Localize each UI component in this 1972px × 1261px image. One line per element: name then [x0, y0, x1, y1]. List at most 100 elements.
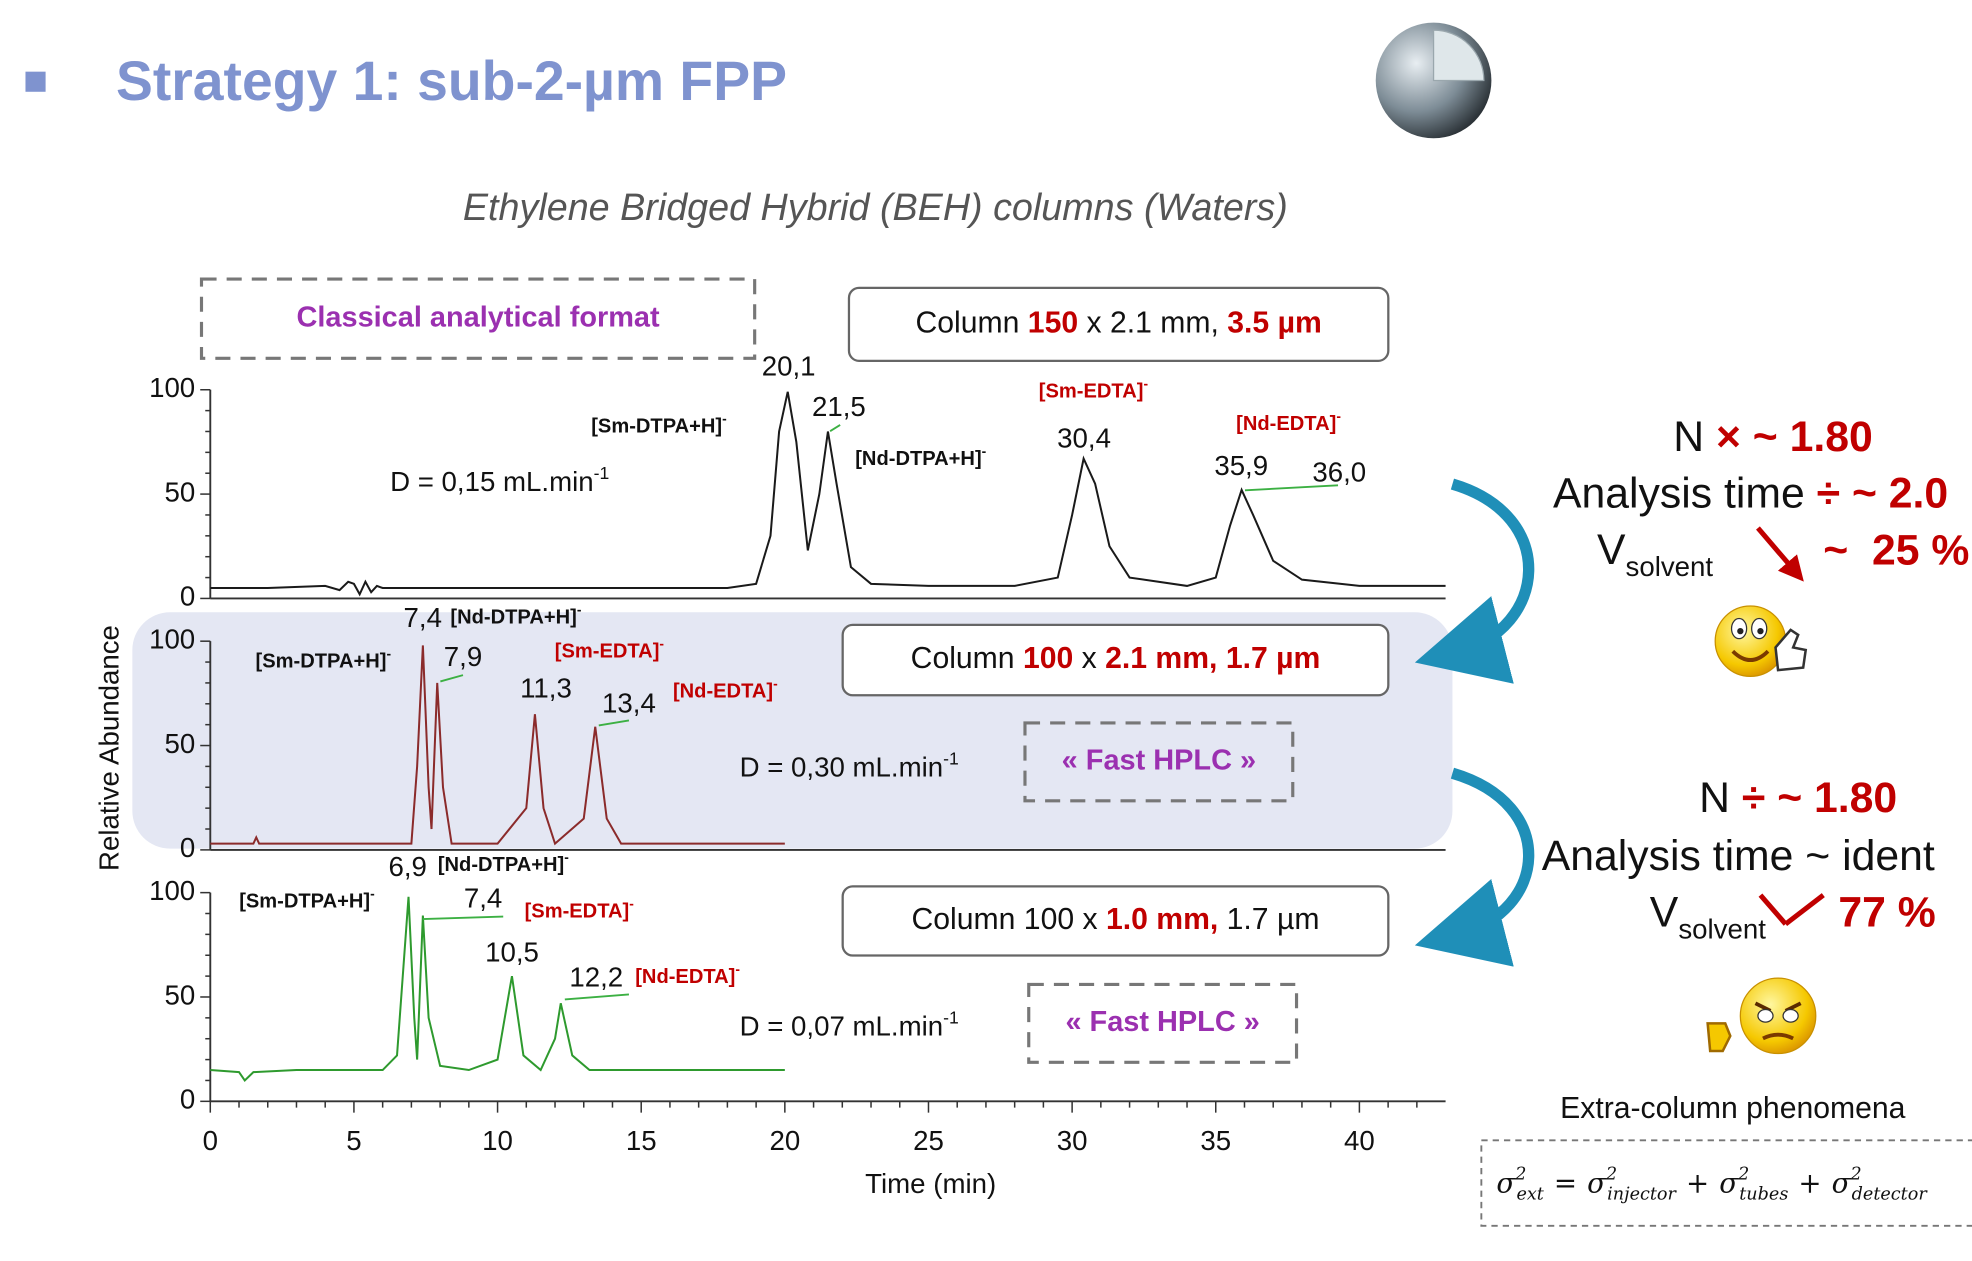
title: Strategy 1: sub-2-µm FPP — [116, 50, 787, 112]
peak-label: 7,4 — [464, 882, 502, 913]
result-v: Vsolvent — [1597, 526, 1713, 582]
ion-label: [Sm-DTPA+H]- — [239, 885, 375, 913]
flow-exponent: -1 — [594, 463, 610, 483]
format-label: Classical analytical format — [297, 301, 660, 333]
flow-exponent: -1 — [943, 1007, 959, 1027]
subscript: tubes — [1739, 1184, 1788, 1204]
peak-label: 36,0 — [1312, 456, 1366, 487]
subscript: injector — [1607, 1184, 1677, 1204]
x-tick-label: 30 — [1057, 1125, 1088, 1156]
column-part: 150 — [1028, 306, 1078, 339]
column-spec: Column 150 x 2.1 mm, 3.5 µm — [916, 306, 1322, 339]
column-part: 100 — [1023, 642, 1073, 675]
ion-name: [Nd-DTPA+H] — [855, 448, 981, 470]
x-tick-label: 15 — [626, 1125, 657, 1156]
formula-box — [1480, 1139, 1972, 1227]
x-axis-label: Time (min) — [865, 1168, 996, 1199]
y-tick-label: 100 — [149, 875, 195, 906]
result-block: N ÷ ~ 1.80 Analysis time ~ ident Vsolven… — [1542, 774, 1936, 1055]
ion-charge: - — [1336, 408, 1341, 424]
change: ÷ ~ 1.80 — [1742, 774, 1897, 822]
format-label: « Fast HPLC » — [1065, 1006, 1259, 1038]
ion-name: [Sm-DTPA+H] — [239, 891, 370, 913]
ion-charge: - — [982, 443, 987, 459]
ion-name: [Nd-EDTA] — [635, 966, 735, 988]
superscript: 2 — [1605, 1164, 1617, 1184]
leader — [598, 719, 630, 727]
trace — [210, 896, 785, 1083]
y-axis-label: Relative Abundance — [93, 625, 124, 871]
subscript: solvent — [1626, 551, 1714, 582]
ion-label: [Sm-DTPA+H]- — [256, 645, 392, 673]
x-tick-label: 20 — [769, 1125, 800, 1156]
emoji — [1706, 977, 1817, 1055]
column-part: Column 100 x — [912, 903, 1106, 936]
change: ÷ ~ 2.0 — [1817, 470, 1949, 518]
ion-name: [Sm-DTPA+H] — [256, 651, 387, 673]
x-tick-label: 10 — [482, 1125, 513, 1156]
ion-charge: - — [370, 885, 375, 901]
decrease-arrow — [1784, 893, 1825, 927]
y-tick-label: 0 — [180, 1084, 195, 1115]
trace — [210, 645, 785, 846]
x-tick-label: 0 — [203, 1125, 218, 1156]
peak-label: 12,2 — [569, 962, 623, 993]
label: Analysis time — [1553, 470, 1817, 518]
result-time: Analysis time ÷ ~ 2.0 — [1553, 470, 1948, 518]
change: ~ 25 % — [1823, 526, 1969, 574]
ion-label: [Sm-EDTA]- — [525, 895, 635, 923]
flow-rate: D = 0,07 mL.min-1 — [740, 1007, 959, 1042]
column-box — [847, 286, 1390, 362]
column-part: 1.7 µm — [1218, 903, 1319, 936]
operator: + — [1686, 1166, 1709, 1199]
operator: = — [1554, 1166, 1577, 1199]
flow-text: D = 0,15 mL.min — [390, 466, 594, 497]
peak-label: 20,1 — [762, 351, 816, 382]
ion-charge: - — [629, 895, 634, 911]
ion-name: [Nd-DTPA+H] — [450, 607, 576, 629]
label: V — [1650, 889, 1679, 937]
peak-label: 6,9 — [388, 851, 426, 882]
ion-name: [Nd-EDTA] — [1236, 413, 1336, 435]
bullet — [25, 71, 46, 92]
column-part: x — [1073, 642, 1105, 675]
leader — [829, 424, 841, 433]
superscript: 2 — [1850, 1164, 1862, 1184]
flow-rate: D = 0,15 mL.min-1 — [390, 463, 609, 498]
column-part: 1.0 mm, — [1106, 903, 1218, 936]
leader — [422, 915, 504, 920]
extra-column-title: Extra-column phenomena — [1560, 1092, 1906, 1125]
arrow — [1414, 767, 1535, 967]
subscript: detector — [1852, 1184, 1929, 1204]
peak-label: 30,4 — [1057, 422, 1111, 453]
ion-charge: - — [577, 601, 582, 617]
ion-name: [Sm-EDTA] — [1039, 381, 1144, 403]
ion-label: [Nd-EDTA]- — [1236, 408, 1341, 436]
x-tick-label: 5 — [346, 1125, 361, 1156]
peak-label: 7,9 — [444, 641, 482, 672]
superscript: 2 — [1514, 1164, 1526, 1184]
flow-rate: D = 0,30 mL.min-1 — [740, 748, 959, 783]
superscript: 2 — [1737, 1164, 1749, 1184]
sphere-image — [1355, 22, 1516, 144]
column-part: Column — [916, 306, 1028, 339]
flow-text: D = 0,07 mL.min — [740, 1011, 944, 1042]
symbol: σ — [1832, 1166, 1852, 1199]
format-label: « Fast HPLC » — [1062, 745, 1256, 777]
leader — [1244, 484, 1339, 492]
operator: + — [1798, 1166, 1821, 1199]
ion-label: [Nd-EDTA]- — [673, 675, 778, 703]
leader — [564, 993, 630, 1001]
ion-charge: - — [773, 675, 778, 691]
ion-label: [Sm-DTPA+H]- — [591, 410, 727, 438]
ion-label: [Sm-EDTA]- — [555, 635, 665, 663]
ion-label: [Nd-DTPA+H]- — [855, 443, 986, 471]
ion-label: [Nd-DTPA+H]- — [438, 849, 569, 877]
x-tick-label: 35 — [1200, 1125, 1231, 1156]
ion-name: [Nd-EDTA] — [673, 681, 773, 703]
ion-label: [Nd-EDTA]- — [635, 961, 740, 989]
peak-label: 7,4 — [404, 602, 442, 633]
label: N — [1699, 774, 1742, 822]
arrow — [1414, 478, 1535, 684]
